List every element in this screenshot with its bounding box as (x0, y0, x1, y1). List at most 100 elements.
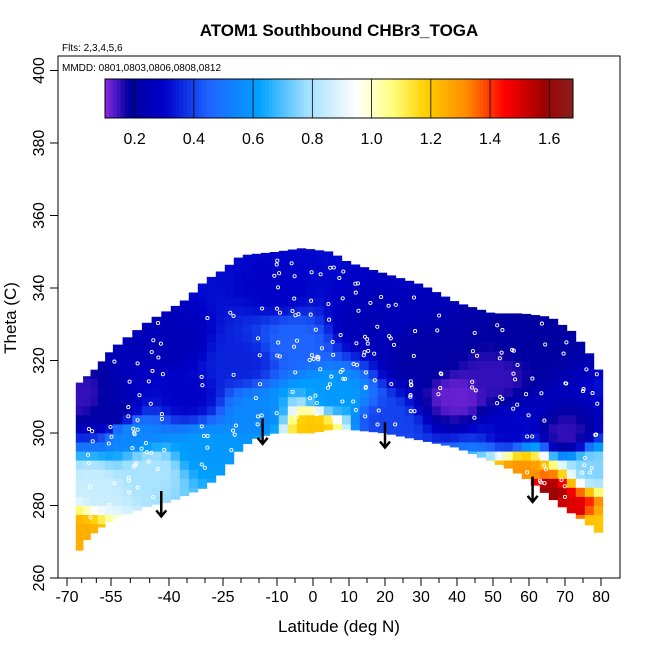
heatmap-cell (440, 396, 451, 407)
heatmap-cell (395, 360, 406, 370)
heatmap-cell (287, 414, 298, 425)
heatmap-cell (341, 378, 352, 389)
heatmap-cell (323, 405, 334, 416)
heatmap-cell (449, 301, 460, 307)
sample-point (202, 465, 207, 470)
heatmap-cell (287, 249, 298, 253)
colorbar-swatch (229, 79, 235, 118)
heatmap-cell (161, 396, 172, 407)
heatmap-cell (458, 333, 469, 343)
heatmap-cell (476, 360, 487, 370)
heatmap-cell (548, 360, 559, 370)
heatmap-cell (251, 253, 262, 262)
heatmap-cell (314, 396, 325, 407)
heatmap-cell (350, 333, 361, 343)
sample-point (510, 347, 515, 352)
heatmap-cell (233, 324, 244, 334)
heatmap-cell (278, 260, 289, 271)
heatmap-cell (90, 487, 99, 497)
heatmap-cell (521, 324, 532, 334)
heatmap-cell (233, 351, 244, 361)
heatmap-cell (449, 333, 460, 343)
heatmap-cell (90, 478, 99, 488)
heatmap-cell (278, 251, 289, 262)
heatmap-cell (141, 369, 152, 380)
heatmap-cell (503, 342, 514, 352)
colorbar-swatch (147, 79, 153, 118)
y-tick-label: 300 (31, 420, 48, 447)
heatmap-cell (97, 487, 106, 497)
heatmap-cell (179, 333, 190, 343)
heatmap-cell (512, 313, 523, 316)
colorbar-swatch (471, 79, 476, 118)
colorbar-swatch (171, 79, 176, 118)
x-tick-label: -55 (99, 589, 122, 606)
heatmap-cell (422, 306, 433, 316)
colorbar-swatch (272, 79, 277, 118)
heatmap-cell (467, 451, 478, 454)
heatmap-cell (75, 451, 84, 461)
heatmap-cell (350, 306, 361, 316)
heatmap-cell (341, 306, 352, 316)
heatmap-cell (132, 330, 143, 334)
heatmap-cell (188, 342, 199, 352)
heatmap-cell (206, 276, 217, 280)
y-tick-label: 320 (31, 347, 48, 374)
heatmap-cell (215, 288, 226, 298)
heatmap-cell (575, 369, 586, 380)
heatmap-cell (521, 360, 532, 370)
sample-point (131, 426, 136, 431)
colorbar-swatch (210, 79, 215, 118)
heatmap-cell (530, 433, 541, 443)
heatmap-cell (151, 487, 162, 497)
heatmap-cell (359, 369, 370, 380)
heatmap-cell (539, 351, 550, 361)
heatmap-cell (422, 351, 433, 361)
sample-point (127, 379, 132, 384)
heatmap-cell (260, 324, 271, 334)
heatmap-cell (75, 396, 84, 407)
heatmap-cell (350, 378, 361, 389)
heatmap-cell (215, 297, 226, 307)
heatmap-cell (341, 405, 352, 416)
heatmap-cell (548, 342, 559, 352)
colorbar-swatch (249, 79, 254, 118)
heatmap-cell (413, 342, 424, 352)
sample-point (319, 346, 324, 351)
sample-point (562, 484, 567, 489)
heatmap-cell (584, 523, 595, 526)
heatmap-cell (431, 342, 442, 352)
heatmap-cell (359, 405, 370, 416)
heatmap-cell (449, 369, 460, 380)
heatmap-cell (422, 288, 433, 298)
heatmap-cell (188, 405, 199, 416)
heatmap-cell (458, 405, 469, 416)
heatmap-cell (75, 514, 84, 525)
heatmap-cell (141, 378, 152, 389)
heatmap-cell (332, 288, 343, 298)
heatmap-cell (83, 487, 91, 497)
heatmap-cell (557, 405, 568, 416)
sample-point (590, 391, 595, 396)
heatmap-cell (584, 496, 595, 506)
colorbar-swatch (389, 79, 394, 118)
heatmap-cell (386, 333, 397, 343)
heatmap-cell (548, 324, 559, 334)
heatmap-cell (503, 405, 514, 416)
heatmap-cell (287, 297, 298, 307)
heatmap-cell (287, 423, 298, 434)
sample-point (232, 432, 237, 437)
sample-point (146, 459, 151, 464)
heatmap-cell (377, 423, 388, 434)
heatmap-cell (197, 351, 208, 361)
heatmap-cell (90, 396, 99, 407)
heatmap-cell (141, 451, 152, 461)
heatmap-cell (512, 414, 523, 425)
heatmap-cell (485, 387, 496, 398)
heatmap-cell (458, 351, 469, 361)
heatmap-cell (141, 460, 152, 470)
heatmap-cell (422, 433, 433, 442)
colorbar-swatch (292, 79, 297, 118)
sample-point (362, 350, 367, 355)
heatmap-cell (575, 514, 586, 519)
